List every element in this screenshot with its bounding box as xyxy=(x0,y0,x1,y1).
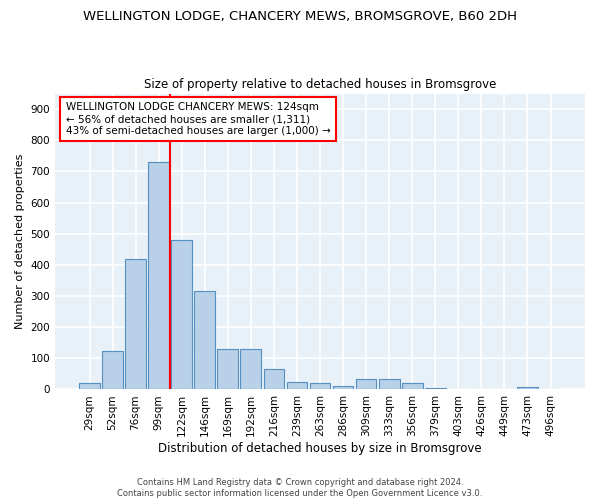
Text: Contains HM Land Registry data © Crown copyright and database right 2024.
Contai: Contains HM Land Registry data © Crown c… xyxy=(118,478,482,498)
Bar xyxy=(379,378,400,390)
Bar xyxy=(332,386,353,390)
Bar xyxy=(125,258,146,390)
Title: Size of property relative to detached houses in Bromsgrove: Size of property relative to detached ho… xyxy=(144,78,496,91)
Bar xyxy=(425,388,446,390)
Text: WELLINGTON LODGE CHANCERY MEWS: 124sqm
← 56% of detached houses are smaller (1,3: WELLINGTON LODGE CHANCERY MEWS: 124sqm ←… xyxy=(65,102,331,136)
Bar xyxy=(517,387,538,390)
Bar xyxy=(241,349,261,390)
X-axis label: Distribution of detached houses by size in Bromsgrove: Distribution of detached houses by size … xyxy=(158,442,482,455)
Bar xyxy=(287,382,307,390)
Text: WELLINGTON LODGE, CHANCERY MEWS, BROMSGROVE, B60 2DH: WELLINGTON LODGE, CHANCERY MEWS, BROMSGR… xyxy=(83,10,517,23)
Bar xyxy=(148,162,169,390)
Bar xyxy=(194,292,215,390)
Y-axis label: Number of detached properties: Number of detached properties xyxy=(15,154,25,329)
Bar xyxy=(263,369,284,390)
Bar xyxy=(356,378,376,390)
Bar xyxy=(79,383,100,390)
Bar xyxy=(172,240,192,390)
Bar xyxy=(402,383,422,390)
Bar xyxy=(310,382,331,390)
Bar xyxy=(217,349,238,390)
Bar xyxy=(102,350,123,390)
